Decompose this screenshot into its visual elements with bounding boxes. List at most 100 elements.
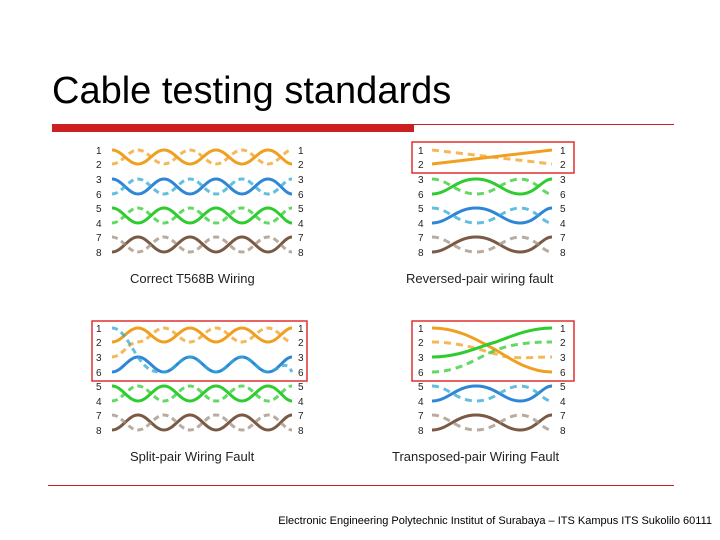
wire-blue-dashed xyxy=(431,206,553,225)
pin-label: 5 xyxy=(298,204,304,215)
pin-label: 2 xyxy=(96,338,102,349)
pin-labels-right: 1 2 3 6 5 4 7 8 xyxy=(298,324,304,437)
pin-label: 2 xyxy=(418,338,424,349)
wire-green-dashed xyxy=(111,206,293,225)
pin-label: 7 xyxy=(560,411,566,422)
pin-labels-right: 1 2 3 6 5 4 7 8 xyxy=(298,146,304,259)
wire-brown-dashed xyxy=(111,413,293,432)
panel-caption: Correct T568B Wiring xyxy=(130,271,255,286)
panel-correct-wiring: 1 2 3 6 5 4 7 8 1 2 3 6 5 4 7 8 xyxy=(96,146,304,286)
pin-label: 3 xyxy=(418,175,424,186)
pin-label: 3 xyxy=(298,353,304,364)
pin-label: 6 xyxy=(560,190,566,201)
pin-label: 5 xyxy=(560,204,566,215)
wire-orange-solid xyxy=(111,326,293,344)
wire-blue-dashed xyxy=(111,326,294,374)
pin-label: 7 xyxy=(298,411,304,422)
pin-label: 7 xyxy=(298,233,304,244)
pin-label: 5 xyxy=(96,204,102,215)
wire-brown-dashed xyxy=(111,235,293,254)
pin-label: 3 xyxy=(96,175,102,186)
pin-labels-left: 1 2 3 6 5 4 7 8 xyxy=(418,146,424,259)
wire-blue-dashed xyxy=(431,384,553,403)
pin-label: 1 xyxy=(298,146,304,157)
pin-label: 3 xyxy=(560,353,566,364)
panel-transposed-pair: 1 2 3 6 5 4 7 8 1 2 3 6 5 4 7 8 xyxy=(392,320,575,464)
pin-labels-right: 1 2 3 6 5 4 7 8 xyxy=(560,146,566,259)
footer-rule xyxy=(48,485,674,486)
wire-green-solid xyxy=(111,206,293,225)
wire-green-dashed xyxy=(431,177,553,196)
pin-label: 5 xyxy=(418,382,424,393)
pin-label: 1 xyxy=(96,324,102,335)
wire-green-dashed xyxy=(111,384,293,403)
pin-label: 6 xyxy=(96,190,102,201)
panel-caption: Split-pair Wiring Fault xyxy=(130,449,255,464)
pin-label: 5 xyxy=(96,382,102,393)
pin-labels-left: 1 2 3 6 5 4 7 8 xyxy=(418,324,424,437)
wire-orange-solid xyxy=(431,326,553,374)
slide-title: Cable testing standards xyxy=(52,70,452,112)
pin-label: 1 xyxy=(96,146,102,157)
pin-label: 4 xyxy=(418,397,424,408)
panel-caption: Transposed-pair Wiring Fault xyxy=(392,449,560,464)
fault-highlight-box xyxy=(91,320,308,382)
pin-label: 2 xyxy=(298,160,304,171)
pin-label: 4 xyxy=(418,219,424,230)
pin-label: 4 xyxy=(560,219,566,230)
wire-brown-solid xyxy=(111,235,293,254)
pin-label: 2 xyxy=(96,160,102,171)
pin-label: 6 xyxy=(96,368,102,379)
wire-brown-dashed xyxy=(431,413,553,432)
pin-label: 1 xyxy=(298,324,304,335)
pin-label: 1 xyxy=(418,324,424,335)
pin-label: 1 xyxy=(560,324,566,335)
pin-label: 3 xyxy=(96,353,102,364)
pin-label: 2 xyxy=(418,160,424,171)
pin-label: 1 xyxy=(418,146,424,157)
title-underline-bar xyxy=(52,124,414,132)
pin-label: 4 xyxy=(96,397,102,408)
wire-orange-dashed xyxy=(431,148,553,166)
pin-label: 4 xyxy=(298,219,304,230)
cable-fault-figure: 1 2 3 6 5 4 7 8 1 2 3 6 5 4 7 8 xyxy=(91,141,575,464)
panel-split-pair: 1 2 3 6 5 4 7 8 1 2 3 6 5 4 7 8 xyxy=(91,320,308,464)
pin-label: 8 xyxy=(298,426,304,437)
pin-label: 6 xyxy=(418,190,424,201)
pin-label: 3 xyxy=(298,175,304,186)
pin-label: 2 xyxy=(298,338,304,349)
fault-highlight-box xyxy=(411,320,575,382)
pin-label: 4 xyxy=(560,397,566,408)
pin-labels-left: 1 2 3 6 5 4 7 8 xyxy=(96,324,102,437)
pin-label: 3 xyxy=(418,353,424,364)
pin-label: 8 xyxy=(298,248,304,259)
pin-label: 8 xyxy=(560,248,566,259)
pin-label: 8 xyxy=(560,426,566,437)
pin-label: 5 xyxy=(560,382,566,393)
fault-highlight-box xyxy=(411,141,575,174)
pin-label: 8 xyxy=(96,248,102,259)
pin-label: 7 xyxy=(96,411,102,422)
pin-label: 8 xyxy=(418,426,424,437)
panel-reversed-pair: 1 2 3 6 5 4 7 8 1 2 3 6 5 4 7 8 xyxy=(406,141,575,286)
pin-label: 8 xyxy=(96,426,102,437)
pin-label: 7 xyxy=(560,233,566,244)
pin-label: 4 xyxy=(96,219,102,230)
pin-label: 7 xyxy=(96,233,102,244)
pin-label: 7 xyxy=(418,411,424,422)
pin-label: 3 xyxy=(560,175,566,186)
pin-label: 6 xyxy=(298,190,304,201)
wire-brown-dashed xyxy=(431,235,553,254)
pin-label: 6 xyxy=(560,368,566,379)
pin-label: 6 xyxy=(298,368,304,379)
wire-orange-dashed xyxy=(111,326,293,359)
pin-label: 2 xyxy=(560,338,566,349)
wire-blue-dashed xyxy=(111,177,293,196)
pin-label: 6 xyxy=(418,368,424,379)
wire-green-solid xyxy=(111,384,293,403)
pin-label: 7 xyxy=(418,233,424,244)
pin-label: 1 xyxy=(560,146,566,157)
wire-orange-dashed xyxy=(431,340,553,360)
wire-blue-solid xyxy=(111,177,293,196)
pin-label: 5 xyxy=(418,204,424,215)
